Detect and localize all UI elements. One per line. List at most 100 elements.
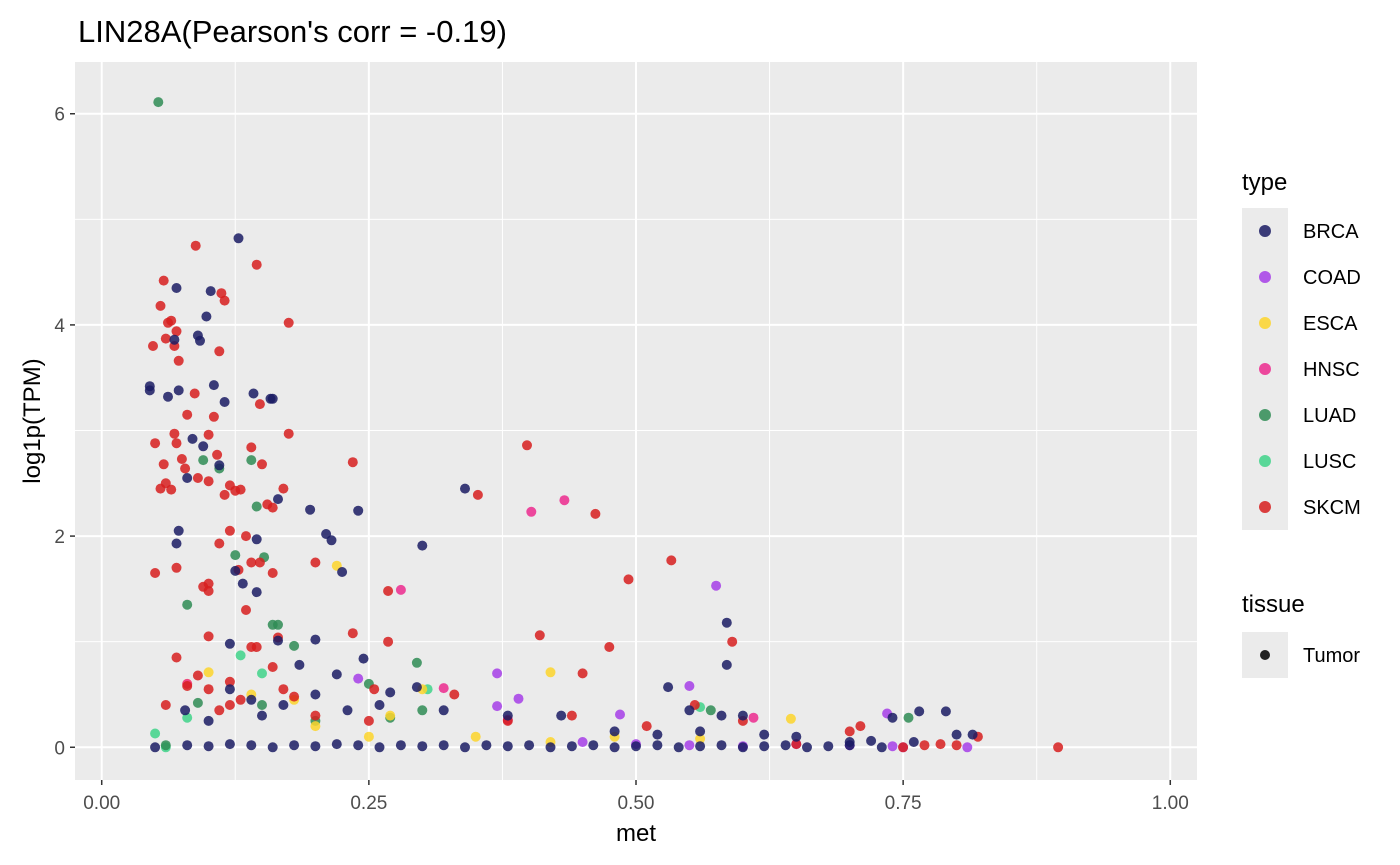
point-skcm <box>283 428 294 439</box>
point-skcm <box>160 700 171 710</box>
point-brca <box>246 694 257 705</box>
point-coad <box>492 701 503 712</box>
point-skcm <box>189 388 200 399</box>
point-skcm <box>203 476 214 487</box>
point-brca <box>759 729 770 740</box>
point-skcm <box>203 578 214 589</box>
point-esca <box>545 667 556 678</box>
point-luad <box>289 640 300 651</box>
legend-key-luad <box>1259 409 1271 421</box>
point-skcm <box>254 557 265 568</box>
point-brca <box>737 710 748 721</box>
point-brca <box>502 741 513 752</box>
point-coad <box>513 693 524 704</box>
y-axis: 0 2 4 6 <box>54 105 75 759</box>
point-esca <box>470 731 481 742</box>
point-brca <box>652 740 663 751</box>
point-brca <box>695 726 706 737</box>
point-brca <box>411 682 422 693</box>
point-skcm <box>214 346 225 357</box>
point-skcm <box>935 739 946 750</box>
point-brca <box>438 705 449 716</box>
point-skcm <box>155 300 166 311</box>
point-skcm <box>641 721 652 732</box>
point-brca <box>237 578 248 589</box>
legend-key-hnsc <box>1259 363 1271 375</box>
y-tick-label: 0 <box>54 738 65 759</box>
point-skcm <box>203 684 214 695</box>
point-skcm <box>190 240 201 251</box>
x-axis: 0.00 0.25 0.50 0.75 1.00 <box>83 780 1189 814</box>
point-esca <box>785 713 796 724</box>
point-brca <box>201 311 212 322</box>
point-skcm <box>246 442 257 453</box>
point-luad <box>417 705 428 716</box>
point-brca <box>331 669 342 680</box>
point-skcm <box>791 739 802 750</box>
point-skcm <box>171 326 182 337</box>
point-hnsc <box>748 712 759 723</box>
point-luad <box>257 700 267 710</box>
point-skcm <box>150 568 161 578</box>
point-skcm <box>224 525 235 536</box>
x-tick-label: 0.75 <box>885 793 922 814</box>
point-luad <box>230 550 241 561</box>
point-brca <box>780 740 791 751</box>
point-skcm <box>148 341 158 351</box>
legend-label-tumor: Tumor <box>1303 645 1360 667</box>
point-brca <box>208 380 219 391</box>
point-skcm <box>214 705 225 716</box>
point-brca <box>417 540 428 551</box>
point-skcm <box>1053 742 1064 753</box>
point-hnsc <box>526 506 537 517</box>
point-luad <box>411 657 422 668</box>
point-skcm <box>192 670 203 681</box>
point-skcm <box>214 538 225 549</box>
x-tick-label: 0.50 <box>618 793 655 814</box>
point-brca <box>182 473 193 483</box>
point-skcm <box>844 726 855 737</box>
point-skcm <box>166 315 177 326</box>
legend-label-lusc: LUSC <box>1303 451 1356 473</box>
point-brca <box>173 525 184 536</box>
point-brca <box>460 483 470 494</box>
point-brca <box>198 441 209 452</box>
y-tick-label: 4 <box>54 316 65 337</box>
point-brca <box>652 729 663 740</box>
point-brca <box>310 741 321 752</box>
point-brca <box>230 565 241 576</box>
point-skcm <box>158 459 169 470</box>
point-esca <box>385 710 396 721</box>
point-brca <box>631 741 641 752</box>
legend-key-lusc <box>1259 455 1271 467</box>
point-hnsc <box>395 584 406 595</box>
point-brca <box>385 687 396 698</box>
point-brca <box>257 710 267 721</box>
point-skcm <box>590 508 601 519</box>
point-brca <box>716 710 727 721</box>
point-skcm <box>150 438 161 449</box>
point-brca <box>203 741 214 752</box>
point-luad <box>251 501 262 512</box>
point-brca <box>556 710 567 721</box>
point-skcm <box>310 710 321 721</box>
legend-key-skcm <box>1259 501 1271 513</box>
point-brca <box>205 286 216 297</box>
point-skcm <box>224 700 235 710</box>
point-coad <box>615 709 625 720</box>
y-tick-label: 2 <box>54 527 65 548</box>
point-luad <box>273 619 283 630</box>
point-brca <box>195 335 205 346</box>
point-brca <box>759 741 770 752</box>
grid <box>75 62 1197 780</box>
point-brca <box>721 659 732 670</box>
point-brca <box>940 706 951 717</box>
point-luad <box>153 97 164 108</box>
point-coad <box>577 737 588 747</box>
point-skcm <box>173 355 184 366</box>
point-esca <box>695 733 706 744</box>
point-skcm <box>182 681 193 691</box>
point-brca <box>214 460 225 471</box>
point-skcm <box>666 555 677 566</box>
point-skcm <box>283 317 294 328</box>
